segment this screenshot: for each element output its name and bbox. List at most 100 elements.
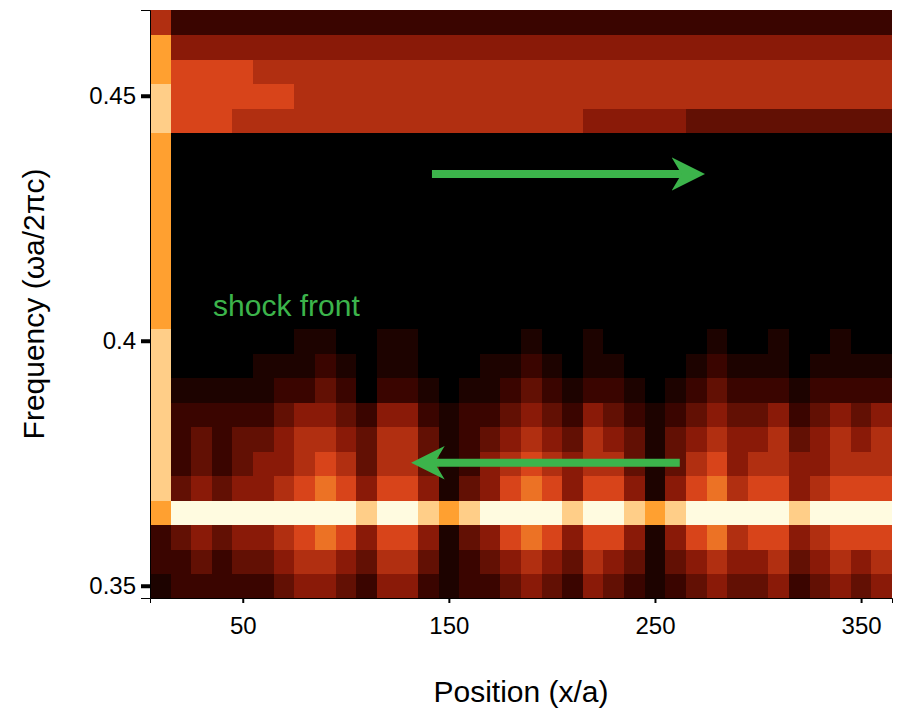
heatmap-cell [356,574,377,599]
heatmap-cell [789,329,810,354]
heatmap-cell [232,206,253,231]
heatmap-cell [253,427,274,452]
heatmap-cell [439,476,460,501]
heatmap-cell [439,255,460,280]
heatmap-cell [789,525,810,550]
heatmap-cell [397,10,418,35]
heatmap-cell [377,206,398,231]
heatmap-cell [603,549,624,574]
heatmap-cell [500,304,521,329]
heatmap-cell [603,402,624,427]
heatmap-cell [274,525,295,550]
heatmap-cell [418,402,439,427]
heatmap-cell [480,280,501,305]
heatmap-cell [748,280,769,305]
heatmap-cell [871,427,892,452]
heatmap-cell [583,525,604,550]
heatmap-cell [686,255,707,280]
heatmap-cell [830,231,851,256]
heatmap-cell [645,108,666,133]
heatmap-cell [727,500,748,525]
heatmap-cell [500,84,521,109]
heatmap-cell [789,133,810,158]
heatmap-cell [397,304,418,329]
heatmap-cell [871,35,892,60]
heatmap-cell [810,476,831,501]
heatmap-cell [727,525,748,550]
heatmap-cell [562,500,583,525]
heatmap-cell [707,500,728,525]
heatmap-cell [562,59,583,84]
y-tick: 0.35 [89,572,150,599]
heatmap-cell [748,84,769,109]
heatmap-cell [789,231,810,256]
heatmap-cell [583,280,604,305]
heatmap-cell [521,84,542,109]
heatmap-cell [294,378,315,403]
heatmap-cell [707,304,728,329]
heatmap-cell [768,255,789,280]
heatmap-cell [171,525,192,550]
heatmap-cell [212,59,233,84]
heatmap-cell [521,476,542,501]
x-tick: 150 [429,598,469,639]
heatmap-cell [748,451,769,476]
heatmap-cell [500,182,521,207]
heatmap-cell [830,280,851,305]
heatmap-cell [418,231,439,256]
heatmap-cell [294,157,315,182]
heatmap-cell [439,427,460,452]
y-tick-label: 0.35 [89,572,136,599]
heatmap-cell [418,157,439,182]
heatmap-cell [871,59,892,84]
heatmap-cell [480,59,501,84]
heatmap-cell [274,378,295,403]
heatmap-cell [583,231,604,256]
heatmap-cell [171,10,192,35]
heatmap-cell [232,255,253,280]
heatmap-cell [871,329,892,354]
heatmap-cell [768,231,789,256]
heatmap-cell [562,525,583,550]
heatmap-cell [851,427,872,452]
heatmap-cell [768,574,789,599]
heatmap-cell [232,500,253,525]
heatmap-cell [459,402,480,427]
heatmap-cell [212,108,233,133]
heatmap-cell [253,133,274,158]
heatmap-cell [253,451,274,476]
heatmap-cell [645,206,666,231]
heatmap-cell [851,451,872,476]
heatmap-cell [418,59,439,84]
heatmap-cell [171,84,192,109]
heatmap-cell [212,84,233,109]
heatmap-cell [851,182,872,207]
heatmap-cell [150,451,171,476]
heatmap-cell [274,133,295,158]
heatmap-cell [603,10,624,35]
heatmap-cell [707,84,728,109]
heatmap-cell [542,525,563,550]
heatmap-cell [212,206,233,231]
heatmap-cell [397,574,418,599]
heatmap-cell [871,378,892,403]
heatmap-cell [480,255,501,280]
heatmap-cell [459,329,480,354]
heatmap-cell [336,402,357,427]
heatmap-cell [851,476,872,501]
heatmap-cell [439,231,460,256]
heatmap-cell [315,525,336,550]
heatmap-cell [748,525,769,550]
heatmap-cell [397,231,418,256]
heatmap-cell [851,525,872,550]
heatmap-cell [418,549,439,574]
heatmap-cell [232,402,253,427]
heatmap-cell [336,549,357,574]
heatmap-cell [810,10,831,35]
heatmap-cell [521,182,542,207]
heatmap-cell [397,206,418,231]
heatmap-cell [191,500,212,525]
heatmap-cell [439,10,460,35]
heatmap-cell [871,157,892,182]
heatmap-cell [171,574,192,599]
